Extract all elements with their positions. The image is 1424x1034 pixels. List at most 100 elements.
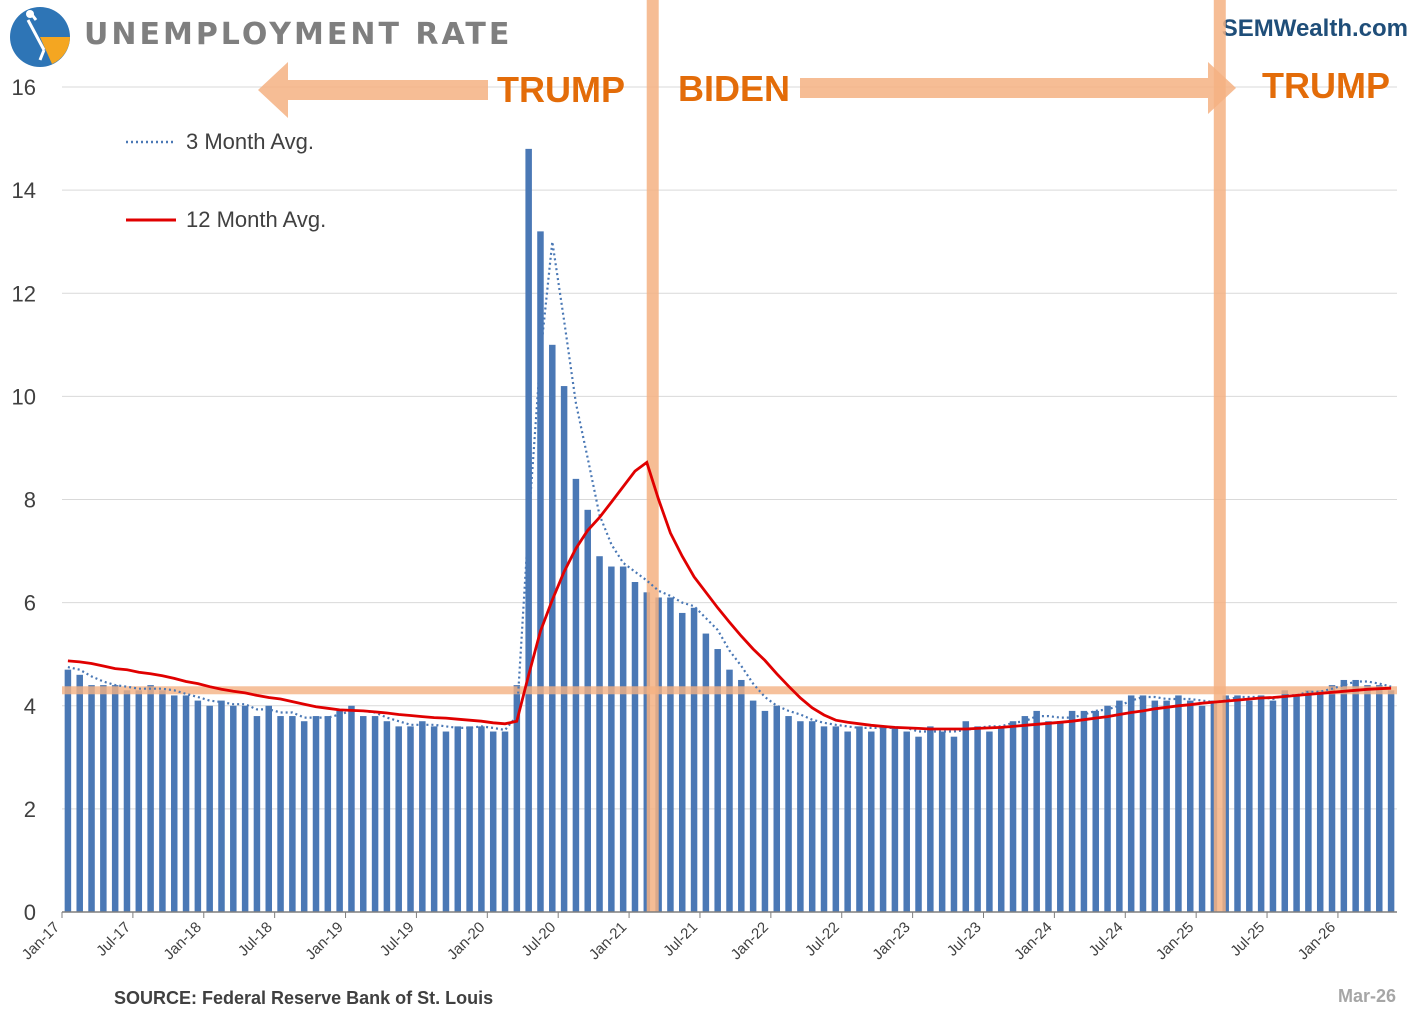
- line-3-month-avg: [67, 241, 1392, 733]
- bar: [997, 726, 1005, 912]
- x-tick-label: Jul-24: [1086, 919, 1127, 960]
- x-tick-label: Jan-26: [1295, 919, 1339, 963]
- bar: [1033, 710, 1040, 912]
- source-note: SOURCE: Federal Reserve Bank of St. Loui…: [114, 988, 493, 1008]
- bar: [419, 721, 426, 912]
- bar: [808, 721, 816, 912]
- bar: [525, 148, 532, 912]
- line-series: [67, 241, 1392, 733]
- bar: [844, 731, 851, 912]
- bar: [868, 731, 875, 912]
- bar-series: [64, 148, 1395, 912]
- bar: [1127, 695, 1135, 912]
- bar: [218, 700, 225, 912]
- bar: [608, 566, 615, 912]
- sem-logo-icon: [10, 7, 70, 67]
- bar: [714, 649, 721, 912]
- bar: [1080, 710, 1088, 912]
- bar: [489, 731, 497, 912]
- y-tick-label: 14: [12, 178, 36, 203]
- bar: [927, 726, 934, 912]
- bar: [584, 509, 591, 912]
- x-tick-label: Jul-25: [1227, 919, 1268, 960]
- bar: [100, 685, 107, 912]
- bar: [182, 695, 190, 912]
- bar: [1305, 690, 1312, 912]
- bar: [1352, 679, 1359, 912]
- bar: [277, 716, 284, 912]
- arrow-right-icon: [800, 62, 1236, 114]
- bar: [478, 726, 485, 912]
- bar: [1376, 685, 1383, 912]
- bar: [950, 736, 958, 912]
- bar: [206, 705, 213, 912]
- bar: [1116, 700, 1123, 912]
- bar: [1364, 685, 1371, 912]
- era-label-trump-2: TRUMP: [1262, 65, 1390, 106]
- legend-label-12mo: 12 Month Avg.: [186, 207, 326, 232]
- bar: [785, 716, 792, 912]
- bar: [726, 669, 733, 912]
- x-tick-label: Jan-21: [586, 919, 630, 963]
- x-tick-label: Jan-24: [1011, 919, 1055, 963]
- y-tick-label: 8: [24, 488, 36, 513]
- bar: [1340, 679, 1348, 912]
- x-tick-label: Jul-17: [93, 919, 134, 960]
- bar: [123, 690, 131, 912]
- bar: [986, 731, 993, 912]
- x-tick-label: Jul-23: [944, 919, 985, 960]
- era-annotations: TRUMP BIDEN TRUMP: [258, 62, 1390, 118]
- y-tick-label: 16: [12, 75, 36, 100]
- chart-title: UNEMPLOYMENT RATE: [84, 17, 512, 52]
- bar: [1387, 690, 1395, 912]
- bar: [560, 386, 568, 912]
- bar: [360, 716, 367, 912]
- bar: [371, 716, 379, 912]
- bar: [1045, 721, 1052, 912]
- bar: [466, 726, 473, 912]
- bar: [135, 690, 143, 912]
- bar: [667, 597, 674, 912]
- era-divider: [1213, 0, 1226, 912]
- bar: [88, 685, 95, 912]
- bar: [147, 685, 154, 912]
- x-tick-label: Jan-20: [444, 919, 488, 963]
- bar: [1328, 685, 1336, 912]
- bar: [289, 716, 296, 912]
- era-label-biden: BIDEN: [678, 68, 790, 109]
- bar: [702, 633, 710, 912]
- x-tick-label: Jul-21: [660, 919, 701, 960]
- y-tick-label: 0: [24, 900, 36, 925]
- y-tick-label: 4: [24, 694, 36, 719]
- bar: [962, 721, 970, 912]
- bar: [1068, 710, 1076, 912]
- bar: [1187, 700, 1194, 912]
- bar: [631, 582, 639, 912]
- bar: [832, 726, 840, 912]
- bar: [619, 566, 627, 912]
- bar: [407, 726, 414, 912]
- line-12-month-avg: [67, 460, 1392, 731]
- era-divider: [646, 0, 659, 912]
- bar: [230, 705, 237, 912]
- x-tick-label: Jan-23: [869, 919, 913, 963]
- bar: [856, 726, 863, 912]
- y-tick-label: 10: [12, 384, 36, 409]
- bar: [690, 607, 698, 912]
- bar: [159, 690, 166, 912]
- bar: [1104, 705, 1111, 912]
- x-tick-label: Jan-19: [302, 919, 346, 963]
- bar: [738, 679, 745, 912]
- bar: [1163, 700, 1170, 912]
- bar: [312, 716, 320, 912]
- y-tick-label: 2: [24, 797, 36, 822]
- bar: [1057, 721, 1064, 912]
- bar: [253, 716, 261, 912]
- bar: [1281, 690, 1289, 912]
- as-of-date: Mar-26: [1338, 986, 1396, 1006]
- bar: [454, 726, 462, 912]
- brand-label: SEMWealth.com: [1222, 15, 1408, 42]
- bar: [300, 721, 308, 912]
- legend: 3 Month Avg. 12 Month Avg.: [126, 129, 326, 232]
